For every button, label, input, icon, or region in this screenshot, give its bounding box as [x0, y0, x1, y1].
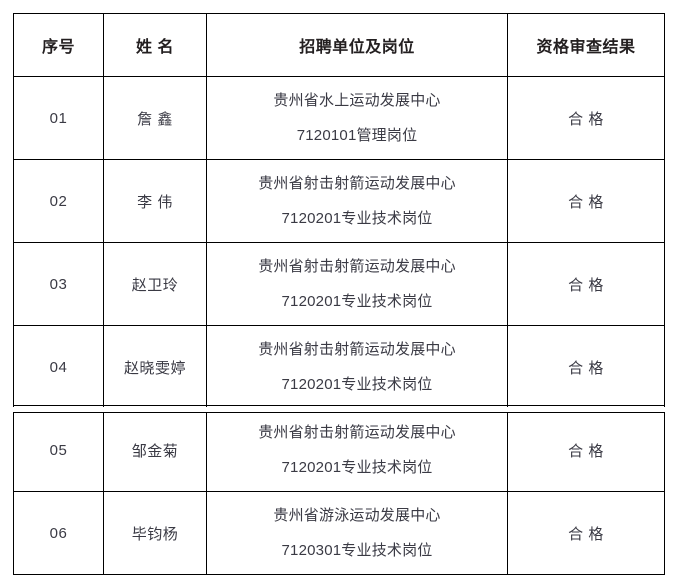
cell-result: 合 格: [507, 159, 665, 243]
column-header-seq: 序号: [13, 13, 104, 77]
cell-name: 赵晓雯婷: [103, 325, 207, 409]
cell-unit: 贵州省射击射箭运动发展中心 7120201专业技术岗位: [206, 325, 508, 409]
page-break-rule-top: [13, 405, 664, 406]
cell-unit-organization: 贵州省射击射箭运动发展中心: [258, 423, 456, 441]
cell-unit-position: 7120201专业技术岗位: [281, 292, 433, 310]
cell-result: 合 格: [507, 408, 665, 492]
cell-name: 毕钧杨: [103, 491, 207, 575]
cell-unit: 贵州省射击射箭运动发展中心 7120201专业技术岗位: [206, 159, 508, 243]
column-header-name: 姓 名: [103, 13, 207, 77]
table-row: 01 詹 鑫 贵州省水上运动发展中心 7120101管理岗位 合 格: [13, 76, 665, 160]
cell-unit-organization: 贵州省射击射箭运动发展中心: [258, 257, 456, 275]
cell-unit-position: 7120201专业技术岗位: [281, 375, 433, 393]
cell-unit-position: 7120201专业技术岗位: [281, 458, 433, 476]
cell-unit-organization: 贵州省射击射箭运动发展中心: [258, 174, 456, 192]
cell-name: 詹 鑫: [103, 76, 207, 160]
table-row: 02 李 伟 贵州省射击射箭运动发展中心 7120201专业技术岗位 合 格: [13, 159, 665, 243]
cell-seq: 03: [13, 242, 104, 326]
page-break-gap: [0, 407, 678, 412]
cell-seq: 01: [13, 76, 104, 160]
column-header-result: 资格审查结果: [507, 13, 665, 77]
cell-unit-position: 7120201专业技术岗位: [281, 209, 433, 227]
cell-unit-position: 7120301专业技术岗位: [281, 541, 433, 559]
cell-seq: 05: [13, 408, 104, 492]
cell-unit-organization: 贵州省游泳运动发展中心: [273, 506, 441, 524]
cell-result: 合 格: [507, 76, 665, 160]
cell-unit-organization: 贵州省射击射箭运动发展中心: [258, 340, 456, 358]
cell-result: 合 格: [507, 325, 665, 409]
cell-unit: 贵州省射击射箭运动发展中心 7120201专业技术岗位: [206, 242, 508, 326]
table-row: 06 毕钧杨 贵州省游泳运动发展中心 7120301专业技术岗位 合 格: [13, 491, 665, 575]
table-header-row: 序号 姓 名 招聘单位及岗位 资格审查结果: [13, 13, 665, 77]
cell-seq: 02: [13, 159, 104, 243]
cell-unit-position: 7120101管理岗位: [296, 126, 418, 144]
cell-unit-organization: 贵州省水上运动发展中心: [273, 91, 441, 109]
cell-result: 合 格: [507, 491, 665, 575]
table-row: 04 赵晓雯婷 贵州省射击射箭运动发展中心 7120201专业技术岗位 合 格: [13, 325, 665, 409]
cell-result: 合 格: [507, 242, 665, 326]
cell-unit: 贵州省游泳运动发展中心 7120301专业技术岗位: [206, 491, 508, 575]
cell-name: 邹金菊: [103, 408, 207, 492]
cell-name: 李 伟: [103, 159, 207, 243]
page-break-rule-bottom: [13, 412, 664, 413]
qualification-review-table: 序号 姓 名 招聘单位及岗位 资格审查结果 01 詹 鑫 贵州省水上运动发展中心…: [13, 13, 665, 575]
column-header-unit: 招聘单位及岗位: [206, 13, 508, 77]
cell-unit: 贵州省水上运动发展中心 7120101管理岗位: [206, 76, 508, 160]
cell-seq: 06: [13, 491, 104, 575]
cell-unit: 贵州省射击射箭运动发展中心 7120201专业技术岗位: [206, 408, 508, 492]
table-row: 05 邹金菊 贵州省射击射箭运动发展中心 7120201专业技术岗位 合 格: [13, 408, 665, 492]
cell-seq: 04: [13, 325, 104, 409]
cell-name: 赵卫玲: [103, 242, 207, 326]
table-row: 03 赵卫玲 贵州省射击射箭运动发展中心 7120201专业技术岗位 合 格: [13, 242, 665, 326]
